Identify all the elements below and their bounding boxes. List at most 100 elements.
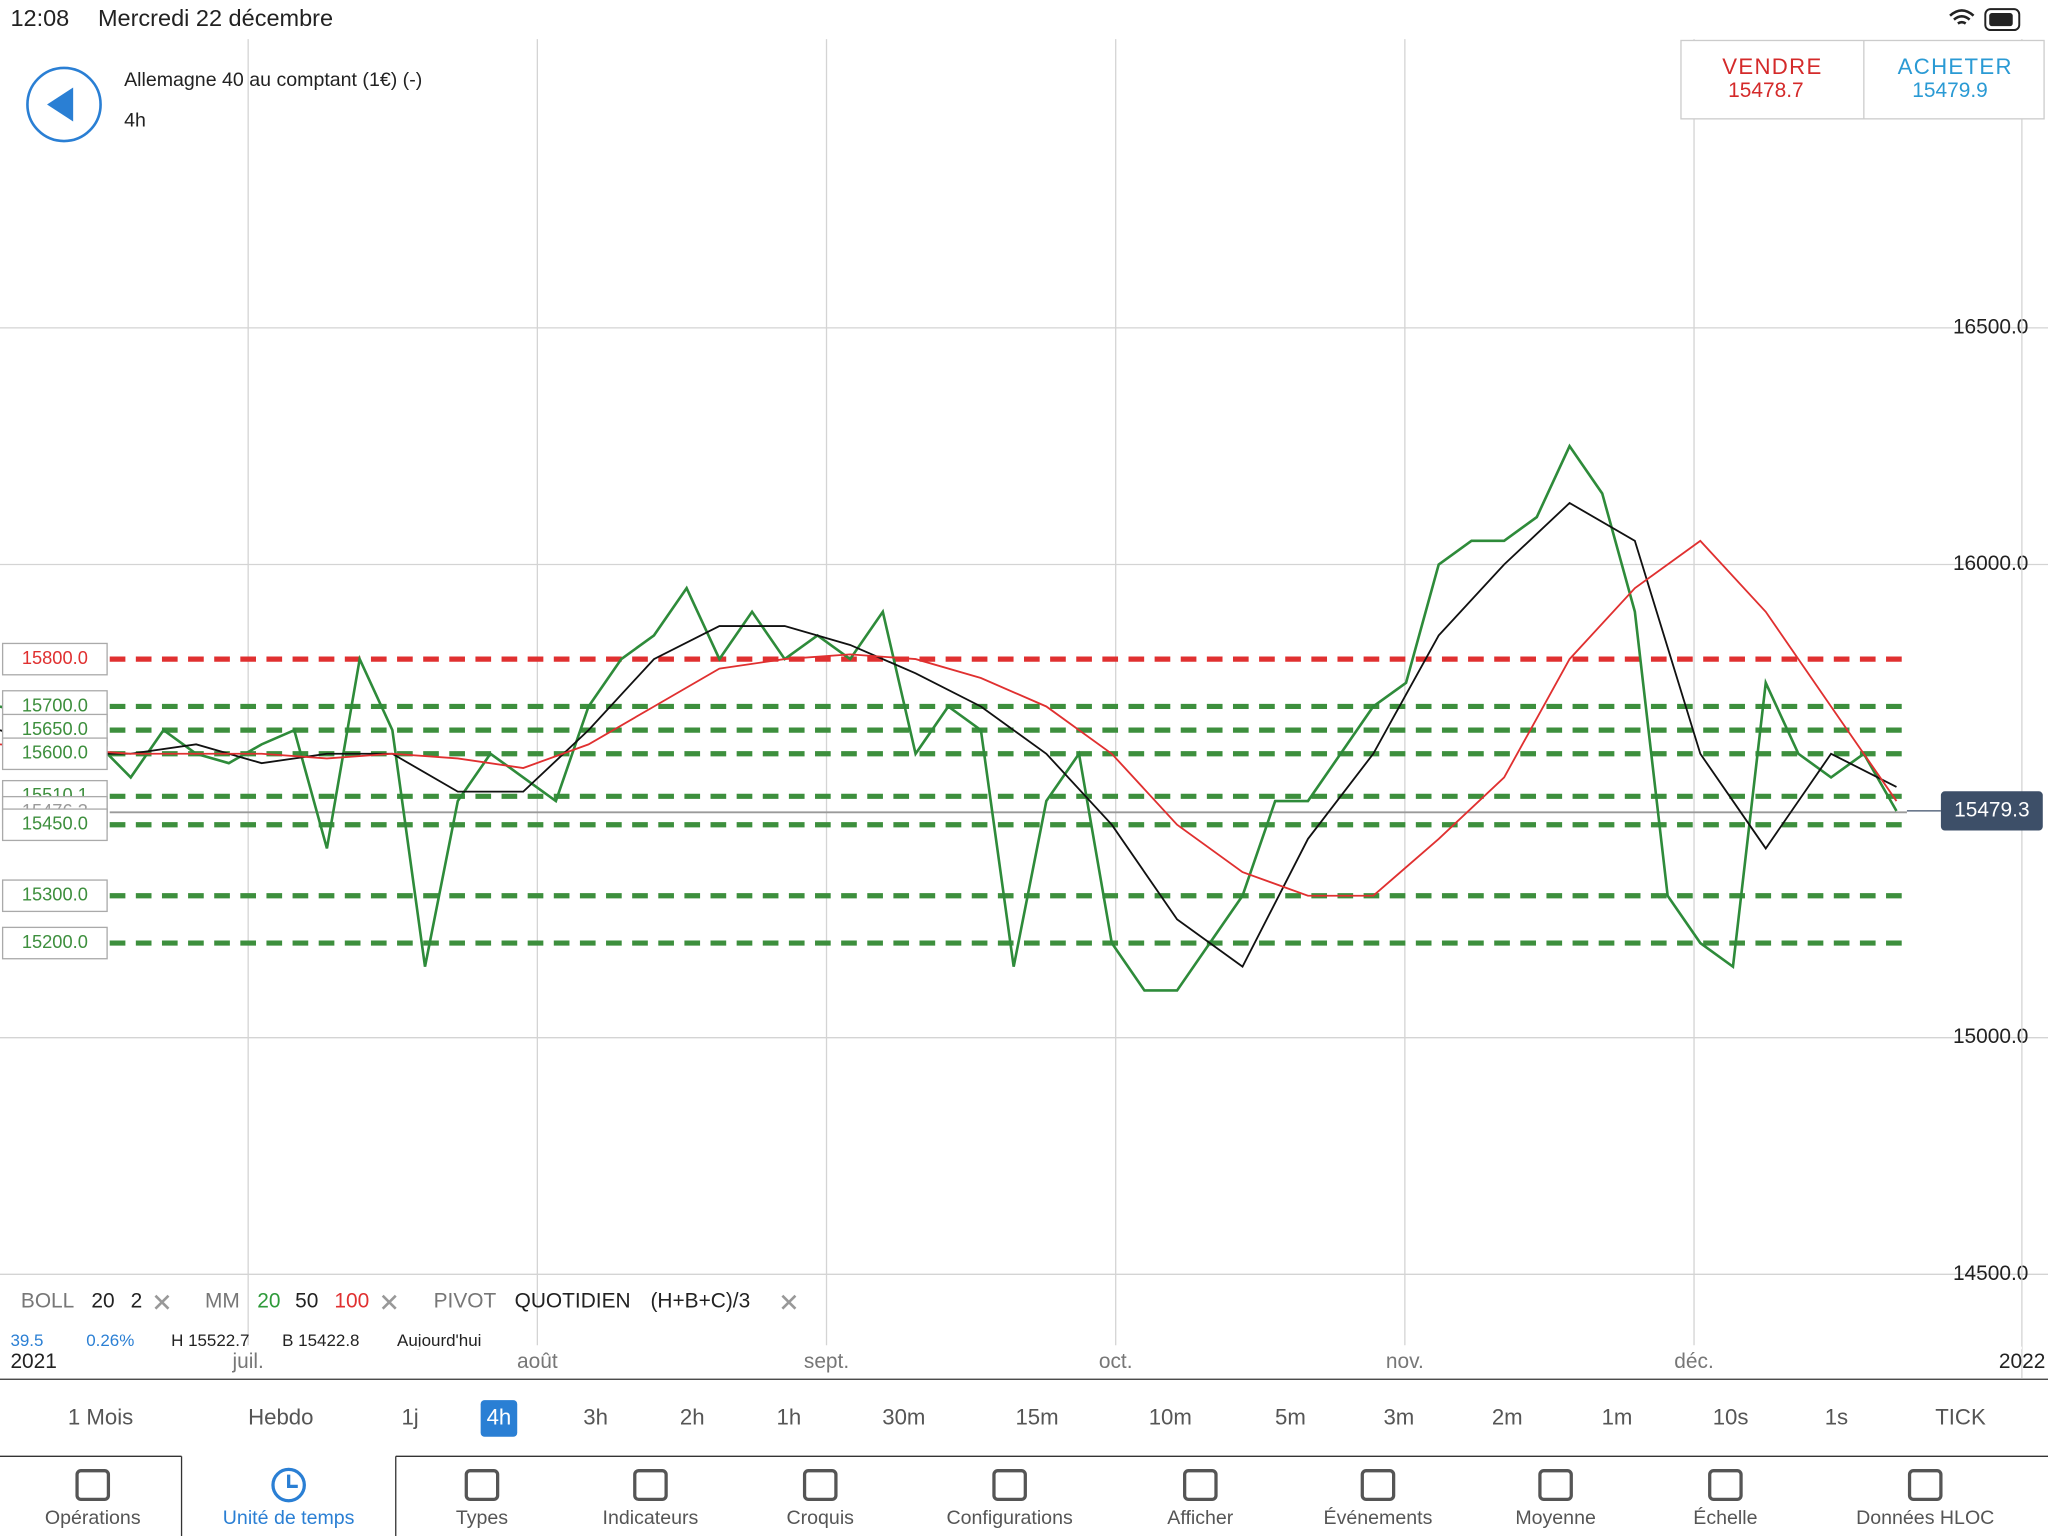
- timeframe-option[interactable]: 10s: [1713, 1404, 1749, 1429]
- toolbar-icon: [992, 1469, 1027, 1502]
- indicator-label: 20: [91, 1290, 114, 1313]
- indicator-label: BOLL: [21, 1290, 74, 1313]
- indicator-label: 2: [131, 1290, 143, 1313]
- timeframe-option[interactable]: 15m: [1015, 1404, 1058, 1429]
- toolbar-icon: [1538, 1469, 1573, 1502]
- indicator-label: PIVOT: [434, 1290, 497, 1313]
- toolbar-icon: [802, 1469, 838, 1502]
- x-tick-label: nov.: [1386, 1350, 1424, 1373]
- info-text: 0.26%: [86, 1331, 134, 1350]
- x-tick-label: oct.: [1099, 1350, 1133, 1373]
- x-axis-band: [0, 1348, 2022, 1378]
- clock: 12:08: [10, 5, 69, 31]
- y-tick-label: 16500.0: [1953, 315, 2028, 338]
- battery-level: [1989, 13, 2013, 27]
- close-icons: [154, 1294, 797, 1310]
- battery: [1984, 8, 2021, 32]
- info-clip: [0, 1346, 2022, 1350]
- toolbar-icon: [1183, 1469, 1218, 1502]
- timeframe-option[interactable]: 1m: [1602, 1404, 1633, 1429]
- timeframe-option[interactable]: 30m: [882, 1404, 925, 1429]
- timeframe-option[interactable]: 1s: [1825, 1404, 1848, 1429]
- sell-price: 15478.7: [1728, 79, 1803, 102]
- close-pivot[interactable]: [781, 1294, 797, 1310]
- toolbar-icon: [633, 1469, 668, 1502]
- toolbar-icon: [464, 1469, 500, 1502]
- toolbar-icon: [1360, 1469, 1396, 1502]
- timeframe-option[interactable]: 4h: [487, 1404, 512, 1429]
- timeframe-option[interactable]: 3m: [1383, 1404, 1414, 1429]
- price-series: [0, 443, 1898, 992]
- timeframe-option[interactable]: 10m: [1149, 1404, 1192, 1429]
- x-tick-label: août: [517, 1350, 558, 1373]
- timeframe-option[interactable]: 1j: [401, 1404, 418, 1429]
- timeframe-option[interactable]: 2h: [680, 1404, 705, 1429]
- toolbar-label[interactable]: Événements: [1324, 1506, 1433, 1529]
- x-tick-label: déc.: [1674, 1350, 1713, 1373]
- toolbar-icon: [271, 1467, 306, 1503]
- indicator-label: (H+B+C)/3: [650, 1290, 750, 1313]
- toolbar-label[interactable]: Types: [456, 1507, 508, 1529]
- x-tick-label: 2022: [1999, 1350, 2045, 1373]
- timeframe-option[interactable]: 2m: [1492, 1404, 1523, 1429]
- toolbar-label[interactable]: Échelle: [1693, 1506, 1757, 1529]
- info-text: Aujourd'hui: [397, 1331, 481, 1350]
- indicator-label: 50: [295, 1290, 318, 1313]
- indicator-label: 100: [334, 1290, 369, 1313]
- toolbar-label[interactable]: Indicateurs: [603, 1507, 699, 1529]
- indicator-label: QUOTIDIEN: [515, 1290, 631, 1313]
- close-mm[interactable]: [381, 1294, 397, 1310]
- toolbar-icon: [1708, 1469, 1743, 1502]
- timeframe-option[interactable]: 3h: [583, 1404, 608, 1429]
- indicator-label: 20: [257, 1290, 280, 1313]
- level-tag: [1, 642, 108, 676]
- close-boll[interactable]: [154, 1294, 170, 1310]
- y-tick-label: 16000.0: [1953, 552, 2028, 575]
- toolbar-icon: [1907, 1469, 1943, 1502]
- toolbar-label[interactable]: Données HLOC: [1856, 1507, 1994, 1529]
- date: Mercredi 22 décembre: [98, 5, 333, 31]
- toolbar-label[interactable]: Croquis: [787, 1507, 855, 1529]
- timeframe-option[interactable]: 1 Mois: [68, 1404, 133, 1429]
- level-tag: [1, 808, 108, 842]
- level-label: 15700.0: [22, 694, 88, 715]
- sell-label: VENDRE: [1722, 54, 1822, 79]
- level-label: 15650.0: [22, 718, 88, 739]
- last-price-label: 15479.3: [1954, 798, 2029, 821]
- level-label: 15800.0: [22, 647, 88, 668]
- info-text: H 15522.7: [171, 1331, 249, 1350]
- toolbar-label[interactable]: Afficher: [1167, 1507, 1233, 1529]
- timeframe-selected-bg: [480, 1400, 518, 1437]
- y-tick-label: 14500.0: [1953, 1262, 2028, 1285]
- level-tag: [1, 879, 108, 913]
- level-tag: [1, 926, 108, 960]
- toolbar-label[interactable]: Unité de temps: [223, 1507, 355, 1529]
- x-tick-label: sept.: [804, 1350, 849, 1373]
- timeframe-option[interactable]: 5m: [1275, 1404, 1306, 1429]
- y-tick-label: 15000.0: [1953, 1025, 2028, 1048]
- last-price-tag: [1940, 791, 2043, 831]
- timeframe-option[interactable]: Hebdo: [248, 1404, 313, 1429]
- wifi-icon: [1949, 9, 1975, 25]
- timeframe-option[interactable]: TICK: [1935, 1404, 1986, 1429]
- plot: 14500.0 15000.0 16000.0 16500.0 2021 juil. aoû…: [0, 39, 2048, 1378]
- price-series: [0, 501, 1897, 969]
- level-label: 15600.0: [22, 742, 88, 763]
- back-arrow: [47, 87, 74, 122]
- timeframe-option[interactable]: 1h: [777, 1404, 802, 1429]
- toolbar-label[interactable]: Configurations: [947, 1507, 1073, 1529]
- level-label: 15450.0: [22, 813, 88, 834]
- toolbar-icon: [287, 1474, 298, 1488]
- price-series: [0, 539, 1898, 897]
- indicator-label: MM: [205, 1290, 240, 1313]
- instrument-title: Allemagne 40 au comptant (1€) (-): [124, 69, 422, 91]
- info-text: B 15422.8: [282, 1331, 359, 1350]
- buy-label: ACHETER: [1898, 54, 2013, 79]
- toolbar-label[interactable]: Opérations: [45, 1507, 141, 1529]
- timeframe-label: 4h: [124, 110, 146, 132]
- level-tag: [1, 737, 108, 771]
- info-text: 39.5: [10, 1331, 43, 1350]
- x-tick-label: 2021: [10, 1350, 56, 1373]
- toolbar-label[interactable]: Moyenne: [1515, 1507, 1596, 1529]
